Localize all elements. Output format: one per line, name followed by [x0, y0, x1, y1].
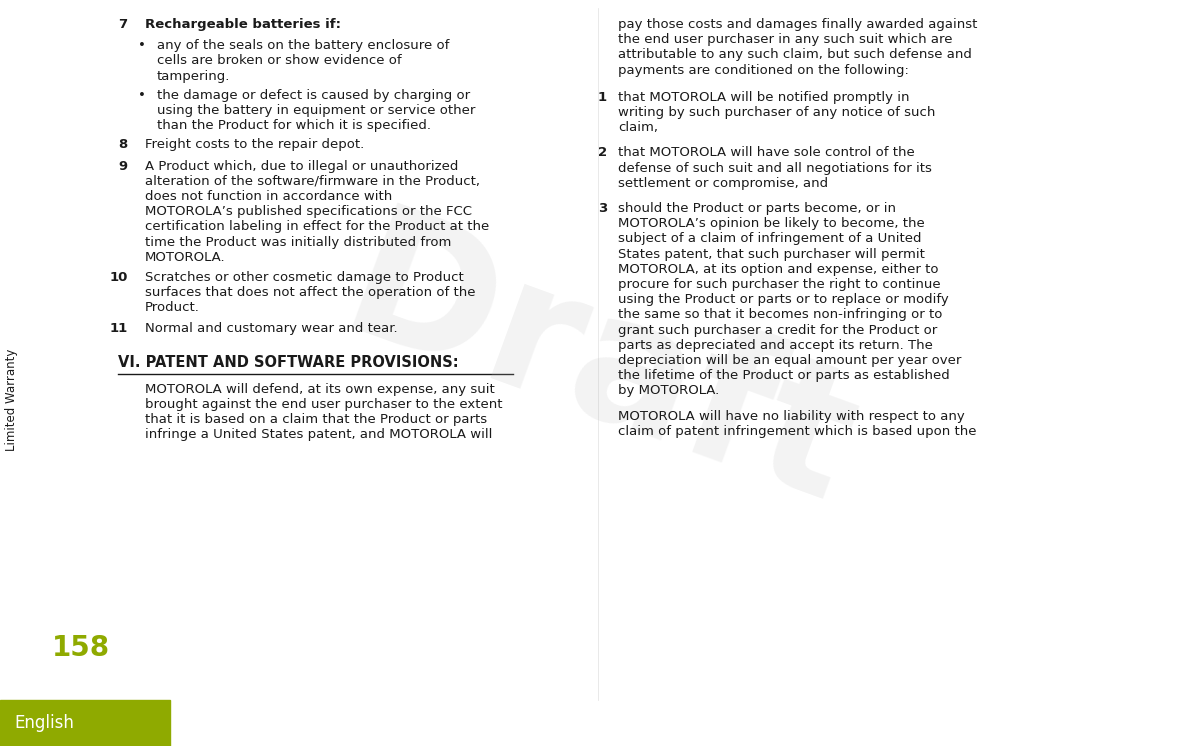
Text: Scratches or other cosmetic damage to Product: Scratches or other cosmetic damage to Pr…: [145, 271, 464, 284]
Text: that MOTOROLA will be notified promptly in: that MOTOROLA will be notified promptly …: [618, 91, 909, 104]
Text: Draft: Draft: [321, 198, 875, 542]
Text: than the Product for which it is specified.: than the Product for which it is specifi…: [157, 119, 431, 132]
Text: time the Product was initially distributed from: time the Product was initially distribut…: [145, 236, 452, 248]
Text: Limited Warranty: Limited Warranty: [6, 349, 18, 451]
Text: 3: 3: [598, 202, 607, 215]
Text: defense of such suit and all negotiations for its: defense of such suit and all negotiation…: [618, 162, 932, 175]
Text: should the Product or parts become, or in: should the Product or parts become, or i…: [618, 202, 896, 215]
Text: VI. PATENT AND SOFTWARE PROVISIONS:: VI. PATENT AND SOFTWARE PROVISIONS:: [117, 355, 459, 370]
Text: the same so that it becomes non-infringing or to: the same so that it becomes non-infringi…: [618, 308, 943, 322]
Text: brought against the end user purchaser to the extent: brought against the end user purchaser t…: [145, 398, 502, 411]
Text: certification labeling in effect for the Product at the: certification labeling in effect for the…: [145, 220, 489, 233]
Text: Rechargeable batteries if:: Rechargeable batteries if:: [145, 18, 341, 31]
Text: MOTOROLA.: MOTOROLA.: [145, 251, 225, 264]
Text: •: •: [138, 89, 146, 101]
Text: MOTOROLA will defend, at its own expense, any suit: MOTOROLA will defend, at its own expense…: [145, 383, 495, 396]
Text: any of the seals on the battery enclosure of: any of the seals on the battery enclosur…: [157, 40, 449, 52]
Text: 1: 1: [598, 91, 607, 104]
Text: Normal and customary wear and tear.: Normal and customary wear and tear.: [145, 322, 398, 335]
Text: 158: 158: [52, 634, 110, 662]
Text: the lifetime of the Product or parts as established: the lifetime of the Product or parts as …: [618, 369, 950, 382]
Text: that it is based on a claim that the Product or parts: that it is based on a claim that the Pro…: [145, 413, 488, 426]
Text: English: English: [14, 714, 74, 732]
Text: •: •: [138, 40, 146, 52]
Text: depreciation will be an equal amount per year over: depreciation will be an equal amount per…: [618, 354, 961, 367]
Text: 8: 8: [117, 139, 127, 151]
Text: using the Product or parts or to replace or modify: using the Product or parts or to replace…: [618, 293, 949, 306]
Text: 11: 11: [110, 322, 128, 335]
Text: the end user purchaser in any such suit which are: the end user purchaser in any such suit …: [618, 34, 952, 46]
Text: parts as depreciated and accept its return. The: parts as depreciated and accept its retu…: [618, 339, 933, 352]
Text: MOTOROLA’s opinion be likely to become, the: MOTOROLA’s opinion be likely to become, …: [618, 217, 925, 231]
Text: using the battery in equipment or service other: using the battery in equipment or servic…: [157, 104, 476, 117]
Text: cells are broken or show evidence of: cells are broken or show evidence of: [157, 54, 401, 67]
Text: payments are conditioned on the following:: payments are conditioned on the followin…: [618, 63, 909, 77]
Text: 7: 7: [117, 18, 127, 31]
Text: 9: 9: [117, 160, 127, 172]
Text: writing by such purchaser of any notice of such: writing by such purchaser of any notice …: [618, 106, 936, 119]
Text: procure for such purchaser the right to continue: procure for such purchaser the right to …: [618, 278, 940, 291]
Text: Freight costs to the repair depot.: Freight costs to the repair depot.: [145, 139, 364, 151]
Text: the damage or defect is caused by charging or: the damage or defect is caused by chargi…: [157, 89, 470, 101]
Text: does not function in accordance with: does not function in accordance with: [145, 190, 392, 203]
Text: Product.: Product.: [145, 301, 200, 314]
Text: MOTOROLA, at its option and expense, either to: MOTOROLA, at its option and expense, eit…: [618, 263, 938, 276]
Text: 2: 2: [598, 146, 607, 160]
Text: grant such purchaser a credit for the Product or: grant such purchaser a credit for the Pr…: [618, 324, 937, 336]
Text: claim of patent infringement which is based upon the: claim of patent infringement which is ba…: [618, 424, 976, 438]
Text: claim,: claim,: [618, 121, 658, 134]
Text: settlement or compromise, and: settlement or compromise, and: [618, 177, 828, 189]
Text: States patent, that such purchaser will permit: States patent, that such purchaser will …: [618, 248, 925, 260]
Text: surfaces that does not affect the operation of the: surfaces that does not affect the operat…: [145, 286, 476, 299]
Text: subject of a claim of infringement of a United: subject of a claim of infringement of a …: [618, 233, 921, 245]
Text: attributable to any such claim, but such defense and: attributable to any such claim, but such…: [618, 48, 972, 61]
Text: pay those costs and damages finally awarded against: pay those costs and damages finally awar…: [618, 18, 978, 31]
Text: tampering.: tampering.: [157, 69, 230, 83]
Text: A Product which, due to illegal or unauthorized: A Product which, due to illegal or unaut…: [145, 160, 459, 172]
Text: that MOTOROLA will have sole control of the: that MOTOROLA will have sole control of …: [618, 146, 915, 160]
Text: MOTOROLA’s published specifications or the FCC: MOTOROLA’s published specifications or t…: [145, 205, 472, 218]
Bar: [0, 700, 170, 746]
Text: 10: 10: [110, 271, 128, 284]
Text: by MOTOROLA.: by MOTOROLA.: [618, 384, 719, 398]
Text: infringe a United States patent, and MOTOROLA will: infringe a United States patent, and MOT…: [145, 428, 492, 442]
Text: MOTOROLA will have no liability with respect to any: MOTOROLA will have no liability with res…: [618, 410, 964, 422]
Text: alteration of the software/firmware in the Product,: alteration of the software/firmware in t…: [145, 175, 480, 188]
